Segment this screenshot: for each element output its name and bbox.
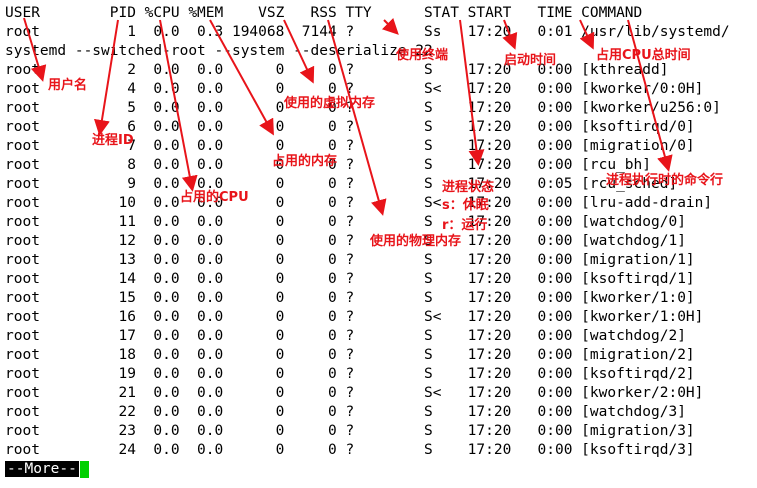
ps-row: root 11 0.0 0.0 0 0 ? S 17:20 0:00 [watc… <box>5 214 686 230</box>
annotation-rss: 使用的物理内存 <box>370 234 462 249</box>
ps-header: USER PID %CPU %MEM VSZ RSS TTY STAT STAR… <box>5 5 643 21</box>
ps-row: root 15 0.0 0.0 0 0 ? S 17:20 0:00 [kwor… <box>5 290 695 306</box>
annotation-stat-r: r：运行 <box>442 218 488 233</box>
annotation-user: 用户名 <box>48 78 88 93</box>
arrow-command <box>627 19 673 172</box>
arrow-vsz <box>283 19 315 84</box>
arrow-stat <box>459 19 485 166</box>
arrow-rss <box>327 19 387 216</box>
ps-row: root 6 0.0 0.0 0 0 ? S 17:20 0:00 [ksoft… <box>5 119 695 135</box>
ps-row-wrap: systemd --switched-root --system --deser… <box>5 43 433 59</box>
ps-row: root 4 0.0 0.0 0 0 ? S< 17:20 0:00 [kwor… <box>5 81 704 97</box>
arrow-time <box>579 19 595 50</box>
ps-row: root 17 0.0 0.0 0 0 ? S 17:20 0:00 [watc… <box>5 328 686 344</box>
ps-row: root 21 0.0 0.0 0 0 ? S< 17:20 0:00 [kwo… <box>5 385 704 401</box>
ps-row: root 8 0.0 0.0 0 0 ? S 17:20 0:00 [rcu_b… <box>5 157 652 173</box>
arrow-cpu <box>159 19 198 192</box>
annotation-vsz: 使用的虚拟内存 <box>284 96 376 111</box>
ps-row: root 14 0.0 0.0 0 0 ? S 17:20 0:00 [ksof… <box>5 271 695 287</box>
annotation-pid: 进程ID <box>92 133 134 148</box>
annotation-time: 占用CPU总时间 <box>596 48 691 63</box>
arrow-tty <box>381 17 399 35</box>
annotation-cpu: 占用的CPU <box>180 190 249 205</box>
ps-row: root 18 0.0 0.0 0 0 ? S 17:20 0:00 [migr… <box>5 347 695 363</box>
arrow-pid <box>94 19 119 136</box>
annotation-stat-s: s：休眠 <box>442 198 489 213</box>
annotation-start: 启动时间 <box>504 53 557 68</box>
ps-row: root 23 0.0 0.0 0 0 ? S 17:20 0:00 [migr… <box>5 423 695 439</box>
pager-prompt[interactable]: --More-- <box>5 460 89 479</box>
ps-row: root 1 0.0 0.3 194068 7144 ? Ss 17:20 0:… <box>5 24 730 40</box>
arrow-mem <box>209 19 274 136</box>
ps-row: root 24 0.0 0.0 0 0 ? S 17:20 0:00 [ksof… <box>5 442 695 458</box>
ps-row: root 16 0.0 0.0 0 0 ? S< 17:20 0:00 [kwo… <box>5 309 704 325</box>
ps-row: root 9 0.0 0.0 0 0 ? S 17:20 0:05 [rcu_s… <box>5 176 678 192</box>
arrow-start <box>502 19 518 50</box>
ps-row: root 12 0.0 0.0 0 0 ? S 17:20 0:00 [watc… <box>5 233 686 249</box>
annotation-command: 进程执行时的命令行 <box>606 173 724 188</box>
ps-row: root 10 0.0 0.0 0 0 ? S< 17:20 0:00 [lru… <box>5 195 713 211</box>
ps-row: root 22 0.0 0.0 0 0 ? S 17:20 0:00 [watc… <box>5 404 686 420</box>
annotation-stat: 进程状态 <box>442 180 495 195</box>
ps-row: root 19 0.0 0.0 0 0 ? S 17:20 0:00 [ksof… <box>5 366 695 382</box>
arrow-user <box>23 17 47 82</box>
annotation-mem: 占用的内存 <box>272 154 338 169</box>
cursor <box>79 460 89 478</box>
ps-row: root 13 0.0 0.0 0 0 ? S 17:20 0:00 [migr… <box>5 252 695 268</box>
annotation-tty: 使用终端 <box>396 48 449 63</box>
more-prompt: --More-- <box>5 461 79 477</box>
ps-row: root 2 0.0 0.0 0 0 ? S 17:20 0:00 [kthre… <box>5 62 669 78</box>
